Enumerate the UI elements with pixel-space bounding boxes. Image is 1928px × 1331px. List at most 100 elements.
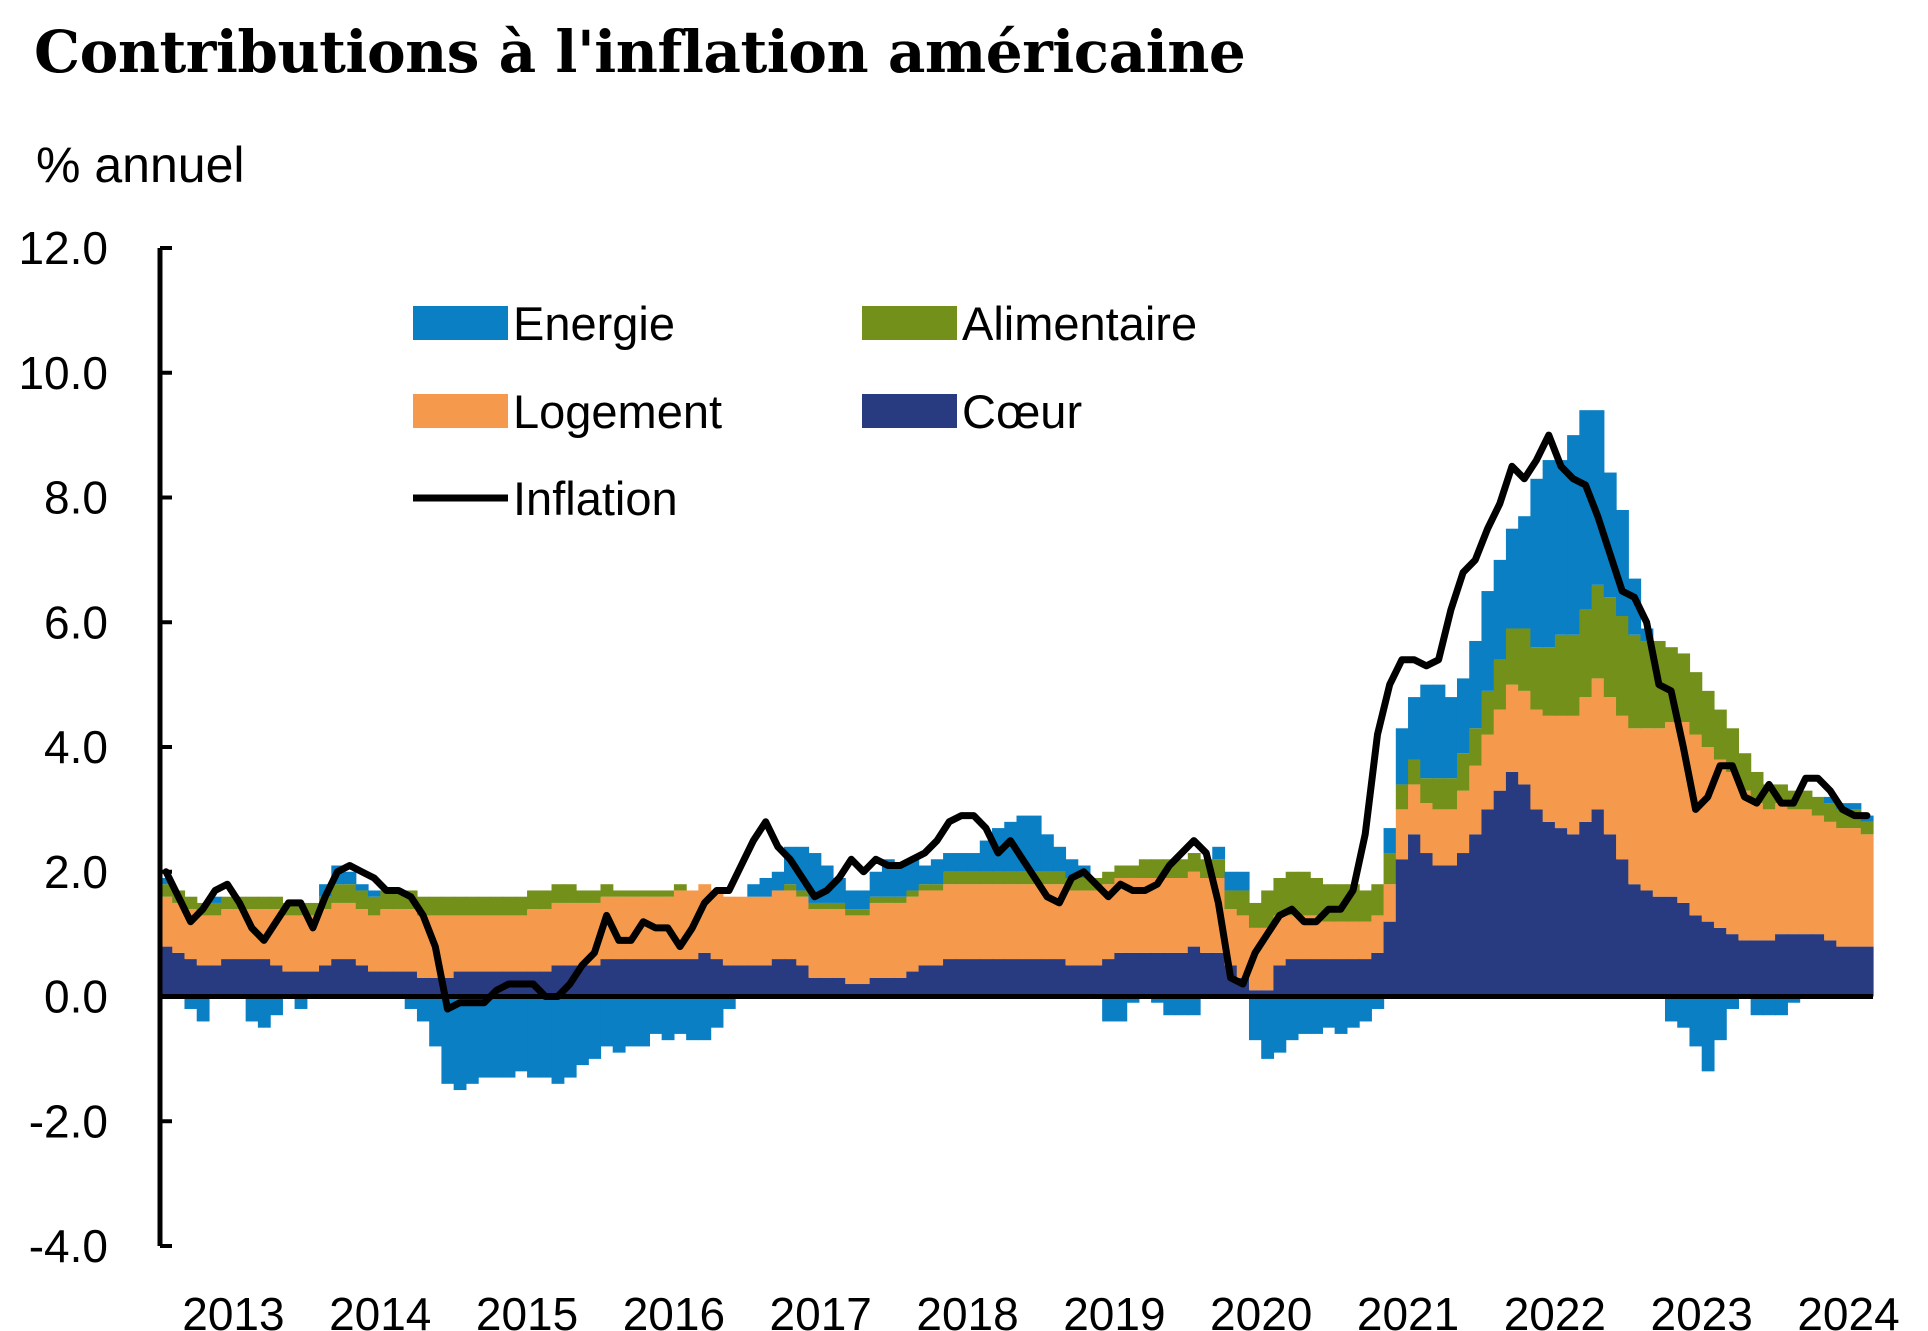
bar-segment (845, 915, 859, 985)
bar-segment (368, 896, 381, 916)
bar-segment (600, 996, 614, 1047)
bar-segment (1040, 871, 1054, 885)
bar-segment (1408, 784, 1421, 835)
bar-segment (1677, 902, 1691, 997)
bar-segment (1762, 996, 1776, 1016)
bar-segment (343, 884, 357, 903)
bar-segment (465, 915, 479, 972)
legend-label: Energie (513, 297, 675, 350)
bar-segment (1677, 996, 1691, 1028)
bar-segment (1444, 809, 1458, 866)
bar-segment (196, 996, 210, 1022)
bar-segment (1701, 747, 1715, 922)
bar-segment (1102, 871, 1115, 885)
bar-segment (588, 890, 602, 903)
bar-segment (1518, 784, 1531, 997)
bar-segment (1493, 709, 1507, 791)
bar-segment (661, 996, 675, 1041)
bar-segment (514, 996, 528, 1072)
bar-segment (392, 909, 406, 972)
bar-segment (1799, 934, 1813, 997)
bar-segment (1004, 884, 1018, 960)
bar-segment (1285, 915, 1299, 960)
bar-segment (1273, 965, 1287, 997)
bar-segment (967, 959, 981, 997)
bar-segment (1273, 915, 1287, 966)
bar-segment (1848, 946, 1862, 997)
y-tick-label: -4.0 (29, 1220, 108, 1272)
bar-segment (1016, 884, 1030, 960)
bar-segment (1456, 753, 1470, 791)
bar-segment (955, 853, 969, 872)
bar-segment (1151, 952, 1164, 997)
x-tick-label: 2020 (1210, 1288, 1312, 1331)
bar-segment (563, 996, 577, 1078)
bar-segment (747, 884, 761, 897)
bar-segment (1701, 996, 1715, 1072)
bar-segment (808, 902, 822, 910)
bar-segment (270, 896, 283, 910)
bar-segment (355, 884, 369, 891)
bar-segment (710, 996, 724, 1028)
bar-segment (306, 971, 320, 997)
bar-segment (1175, 877, 1189, 953)
bar-segment (673, 996, 687, 1034)
bar-segment (1102, 959, 1115, 997)
bar-segment (1151, 996, 1164, 1003)
bar-segment (1628, 634, 1642, 729)
bar-segment (857, 915, 871, 985)
bar-segment (1395, 784, 1409, 810)
bar-segment (979, 871, 993, 885)
bar-segment (380, 890, 394, 910)
bar-segment (1322, 959, 1336, 997)
y-unit-label: % annuel (36, 137, 245, 193)
bar-segment (808, 977, 822, 997)
bar-segment (1004, 959, 1018, 997)
bar-segment (1640, 890, 1654, 997)
bar-segment (490, 996, 504, 1078)
bar-segment (184, 959, 198, 997)
bar-segment (1689, 672, 1703, 735)
bar-segment (1628, 884, 1642, 997)
bar-segment (245, 896, 259, 910)
bar-segment (355, 965, 369, 997)
bar-segment (722, 896, 736, 966)
bar-segment (1689, 915, 1703, 997)
bar-segment (380, 909, 394, 972)
legend-label: Cœur (962, 385, 1082, 438)
x-tick-label: 2017 (770, 1288, 872, 1331)
bar-segment (502, 996, 516, 1078)
bar-segment (221, 909, 235, 960)
bar-segment (673, 959, 687, 997)
bar-segment (490, 896, 504, 916)
bar-segment (1138, 952, 1152, 997)
bar-segment (1297, 915, 1311, 960)
bar-segment (404, 971, 418, 997)
bar-segment (1224, 871, 1238, 891)
bar-segment (1542, 715, 1556, 822)
bar-segment (1028, 959, 1042, 997)
bar-segment (930, 859, 944, 885)
bar-segment (906, 971, 920, 997)
bar-segment (955, 884, 969, 960)
bar-segment (1824, 796, 1837, 804)
bar-segment (1775, 934, 1788, 997)
bar-segment (1481, 690, 1495, 735)
bar-segment (943, 853, 956, 872)
bar-segment (820, 902, 834, 910)
bar-segment (527, 890, 540, 910)
bar-segment (453, 896, 467, 916)
bar-segment (869, 871, 883, 897)
bar-segment (1102, 996, 1115, 1022)
bar-segment (160, 884, 173, 897)
bar-segment (967, 853, 981, 872)
bar-segment (1738, 790, 1752, 941)
y-tick-label: 0.0 (44, 971, 108, 1023)
bar-segment (1701, 921, 1715, 997)
bar-segment (1567, 435, 1580, 635)
bar-segment (832, 902, 846, 910)
bar-segment (368, 971, 381, 997)
chart-title: Contributions à l'inflation américaine (34, 18, 1246, 86)
bar-segment (1664, 896, 1678, 997)
bar-segment (1016, 871, 1030, 885)
